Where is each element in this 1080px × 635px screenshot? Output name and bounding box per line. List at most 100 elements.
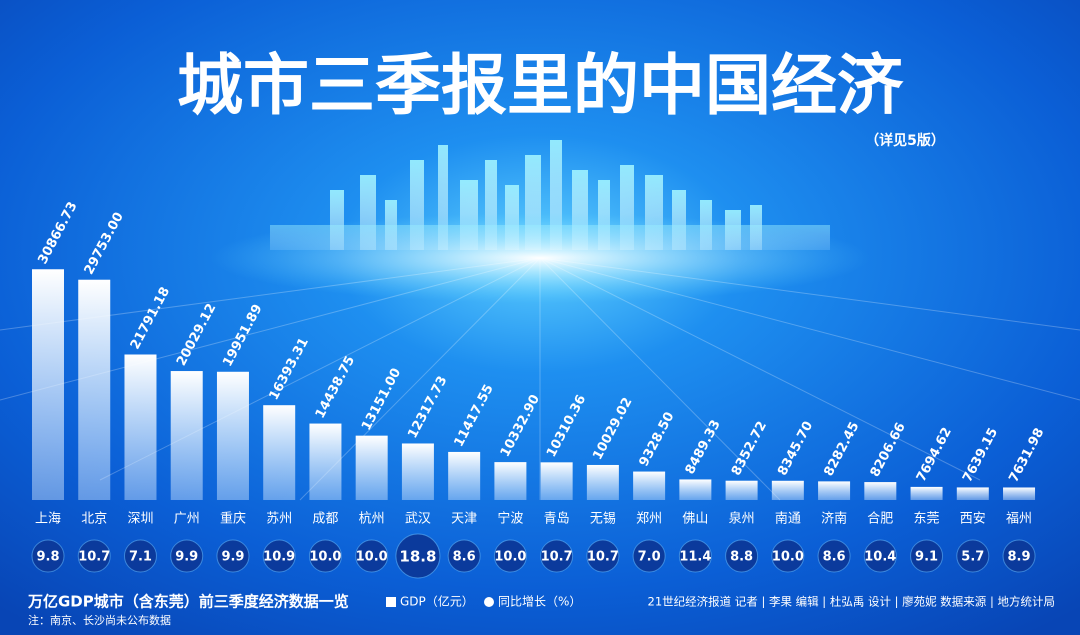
bar — [818, 481, 851, 500]
bar — [355, 435, 388, 500]
growth-circle — [355, 539, 389, 573]
bar — [494, 462, 527, 500]
growth-label: 18.8 — [399, 548, 436, 566]
category-label: 无锡 — [590, 512, 616, 527]
category-label: 杭州 — [359, 512, 385, 527]
category-label: 郑州 — [636, 512, 662, 527]
category-label: 深圳 — [127, 512, 153, 527]
growth-circle — [308, 539, 342, 573]
bar — [401, 443, 434, 500]
growth-label: 9.1 — [915, 550, 938, 565]
bar — [309, 423, 342, 500]
category-label: 南通 — [775, 511, 801, 527]
credits: 21世纪经济报道 记者 | 李果 编辑 | 杜弘禹 设计 | 廖苑妮 数据来源 … — [648, 595, 1056, 609]
category-label: 成都 — [312, 512, 338, 527]
growth-label: 7.0 — [638, 550, 661, 565]
bar — [448, 451, 481, 500]
growth-label: 5.7 — [961, 550, 984, 565]
bar — [78, 279, 111, 500]
growth-label: 10.0 — [494, 550, 526, 565]
category-label: 重庆 — [220, 511, 246, 527]
bar — [216, 371, 249, 500]
growth-circle — [262, 539, 296, 573]
bar — [586, 464, 619, 500]
growth-label: 10.4 — [864, 550, 896, 565]
growth-circle — [863, 539, 897, 573]
growth-circle — [395, 533, 441, 579]
bar — [679, 479, 712, 500]
category-label: 东莞 — [914, 512, 940, 527]
growth-label: 9.9 — [221, 550, 244, 565]
bar — [771, 480, 804, 500]
growth-label: 8.8 — [730, 550, 753, 565]
growth-circle — [956, 539, 990, 573]
category-label: 青岛 — [544, 511, 570, 527]
bar — [910, 486, 943, 500]
growth-circle — [678, 539, 712, 573]
category-label: 上海 — [35, 512, 61, 527]
growth-label: 8.9 — [1008, 550, 1031, 565]
growth-label: 10.7 — [78, 550, 110, 565]
title: 城市三季报里的中国经济 — [177, 47, 904, 124]
growth-circle — [170, 539, 204, 573]
bar — [956, 487, 989, 500]
category-label: 苏州 — [266, 511, 292, 527]
bar — [540, 462, 573, 500]
growth-label: 10.0 — [309, 550, 341, 565]
category-label: 宁波 — [497, 511, 523, 527]
growth-label: 10.7 — [541, 550, 573, 565]
bar — [1003, 487, 1036, 500]
growth-label: 8.6 — [823, 550, 846, 565]
growth-circle — [771, 539, 805, 573]
bar — [864, 482, 897, 500]
growth-circle — [123, 539, 157, 573]
growth-label: 9.9 — [175, 550, 198, 565]
growth-circle — [216, 539, 250, 573]
growth-label: 10.7 — [587, 550, 619, 565]
growth-label: 10.0 — [772, 550, 804, 565]
legend-swatch — [386, 597, 396, 607]
growth-circle — [1002, 539, 1036, 573]
bar — [725, 480, 758, 500]
category-label: 福州 — [1006, 512, 1032, 527]
category-label: 天津 — [451, 512, 477, 527]
growth-label: 7.1 — [129, 550, 152, 565]
legend-swatch — [484, 597, 494, 607]
growth-circle — [910, 539, 944, 573]
bar — [124, 354, 157, 500]
growth-circle — [493, 539, 527, 573]
growth-label: 10.0 — [356, 550, 388, 565]
category-label: 武汉 — [405, 512, 431, 527]
subtitle: （详见5版） — [865, 132, 945, 149]
bar — [170, 371, 203, 500]
category-label: 济南 — [821, 511, 847, 527]
growth-circle — [540, 539, 574, 573]
note: 注：南京、长沙尚未公布数据 — [28, 613, 171, 627]
bar — [633, 471, 666, 500]
category-label: 广州 — [174, 512, 200, 527]
category-label: 泉州 — [729, 511, 755, 527]
light-glow — [210, 213, 870, 303]
growth-circle — [725, 539, 759, 573]
legend-label: GDP（亿元） — [400, 594, 474, 609]
bar — [263, 405, 296, 500]
legend-label: 同比增长（%） — [498, 595, 581, 609]
growth-label: 11.4 — [679, 550, 711, 565]
category-label: 西安 — [960, 512, 986, 527]
growth-circle — [817, 539, 851, 573]
growth-circle — [31, 539, 65, 573]
category-label: 佛山 — [682, 512, 708, 527]
category-label: 北京 — [81, 512, 107, 527]
growth-label: 8.6 — [453, 550, 476, 565]
footer-title: 万亿GDP城市（含东莞）前三季度经济数据一览 — [27, 593, 349, 611]
growth-label: 10.9 — [263, 550, 295, 565]
bar — [32, 269, 64, 500]
growth-label: 9.8 — [36, 550, 59, 565]
growth-circle — [77, 539, 111, 573]
category-label: 合肥 — [867, 512, 893, 527]
growth-circle — [447, 539, 481, 573]
growth-circle — [586, 539, 620, 573]
growth-circle — [632, 539, 666, 573]
